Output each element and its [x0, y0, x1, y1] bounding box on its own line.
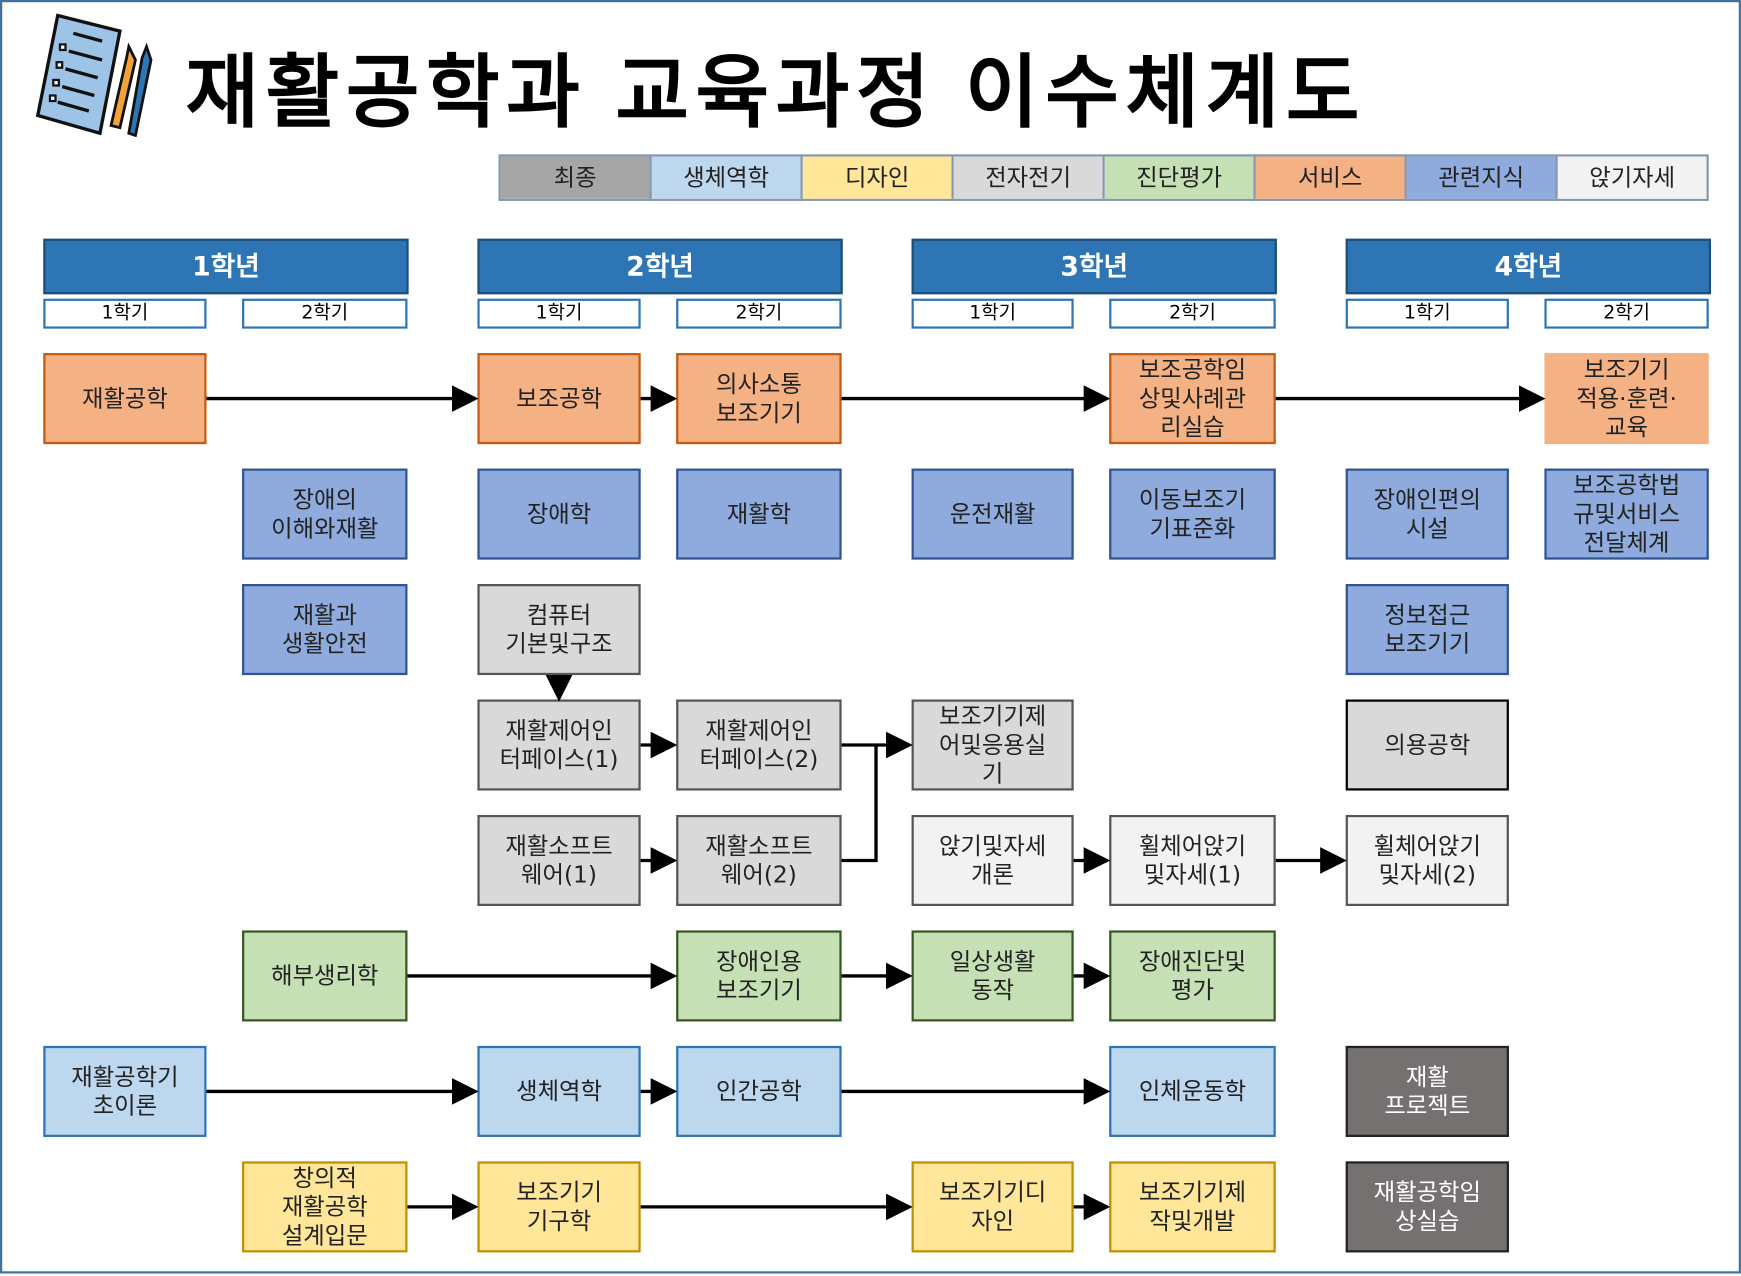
- semester-header: 1학기: [477, 298, 641, 329]
- semester-header: 1학기: [911, 298, 1074, 329]
- course-box[interactable]: 휠체어앉기 및자세(2): [1345, 814, 1509, 907]
- semester-header: 1학기: [43, 298, 207, 329]
- course-box[interactable]: 장애인편의 시설: [1345, 468, 1509, 560]
- course-box[interactable]: 보조기기 기구학: [477, 1161, 641, 1253]
- course-box[interactable]: 운전재활: [911, 468, 1074, 560]
- course-box[interactable]: 재활학: [676, 468, 842, 560]
- course-box[interactable]: 휠체어앉기 및자세(1): [1109, 814, 1276, 907]
- course-box[interactable]: 보조기기제 어및응용실 기: [911, 699, 1074, 791]
- legend-item-design: 디자인: [802, 156, 954, 199]
- course-box[interactable]: 이동보조기 기표준화: [1109, 468, 1276, 560]
- course-box[interactable]: 장애학: [477, 468, 641, 560]
- year-header-3: 3학년: [911, 238, 1277, 295]
- course-box[interactable]: 보조기기디 자인: [911, 1161, 1074, 1253]
- course-box[interactable]: 재활소프트 웨어(2): [676, 814, 842, 907]
- course-box[interactable]: 재활공학: [43, 353, 207, 445]
- course-box[interactable]: 재활 프로젝트: [1345, 1045, 1509, 1137]
- year-header-2: 2학년: [477, 238, 843, 295]
- course-box[interactable]: 인체운동학: [1109, 1045, 1276, 1137]
- course-box[interactable]: 의사소통 보조기기: [676, 353, 842, 445]
- course-box[interactable]: 의용공학: [1345, 699, 1509, 791]
- course-box[interactable]: 장애의 이해와재활: [242, 468, 408, 560]
- legend-item-elec: 전자전기: [953, 156, 1105, 199]
- legend-item-rel: 관련지식: [1406, 156, 1558, 199]
- year-header-4: 4학년: [1345, 238, 1711, 295]
- category-legend: 최종 생체역학 디자인 전자전기 진단평가 서비스 관련지식 앉기자세: [498, 154, 1709, 201]
- course-box[interactable]: 재활제어인 터페이스(1): [477, 699, 641, 791]
- semester-header: 2학기: [1109, 298, 1276, 329]
- course-box[interactable]: 보조공학: [477, 353, 641, 445]
- semester-header: 1학기: [1345, 298, 1509, 329]
- course-box[interactable]: 재활소프트 웨어(1): [477, 814, 641, 907]
- legend-item-sit: 앉기자세: [1557, 156, 1707, 199]
- year-header-1: 1학년: [43, 238, 409, 295]
- legend-item-final: 최종: [500, 156, 652, 199]
- legend-item-svc: 서비스: [1255, 156, 1407, 199]
- course-box[interactable]: 인간공학: [676, 1045, 842, 1137]
- semester-header: 2학기: [1544, 298, 1709, 329]
- course-box[interactable]: 앉기및자세 개론: [911, 814, 1074, 907]
- course-box[interactable]: 생체역학: [477, 1045, 641, 1137]
- course-box[interactable]: 창의적 재활공학 설계입문: [242, 1161, 408, 1253]
- course-box[interactable]: 정보접근 보조기기: [1345, 584, 1509, 676]
- course-box[interactable]: 보조공학법 규및서비스 전달체계: [1544, 468, 1709, 560]
- course-box[interactable]: 재활제어인 터페이스(2): [676, 699, 842, 791]
- course-box[interactable]: 컴퓨터 기본및구조: [477, 584, 641, 676]
- semester-header: 2학기: [676, 298, 842, 329]
- course-box[interactable]: 보조기기 적용·훈련· 교육: [1544, 353, 1709, 445]
- course-box[interactable]: 일상생활 동작: [911, 930, 1074, 1022]
- page-title: 재활공학과 교육과정 이수체계도: [185, 48, 1367, 138]
- prerequisite-arrow: [841, 745, 878, 863]
- course-box[interactable]: 해부생리학: [242, 930, 408, 1022]
- legend-item-bio: 생체역학: [651, 156, 803, 199]
- course-box[interactable]: 보조공학임 상및사례관 리실습: [1109, 353, 1276, 445]
- course-box[interactable]: 재활공학임 상실습: [1345, 1161, 1509, 1253]
- course-box[interactable]: 장애인용 보조기기: [676, 930, 842, 1022]
- course-box[interactable]: 재활과 생활안전: [242, 584, 408, 676]
- checklist-with-pencils-icon: [35, 13, 153, 138]
- course-box[interactable]: 재활공학기 초이론: [43, 1045, 207, 1137]
- course-box[interactable]: 장애진단및 평가: [1109, 930, 1276, 1022]
- legend-item-diag: 진단평가: [1104, 156, 1256, 199]
- course-box[interactable]: 보조기기제 작및개발: [1109, 1161, 1276, 1253]
- semester-header: 2학기: [242, 298, 408, 329]
